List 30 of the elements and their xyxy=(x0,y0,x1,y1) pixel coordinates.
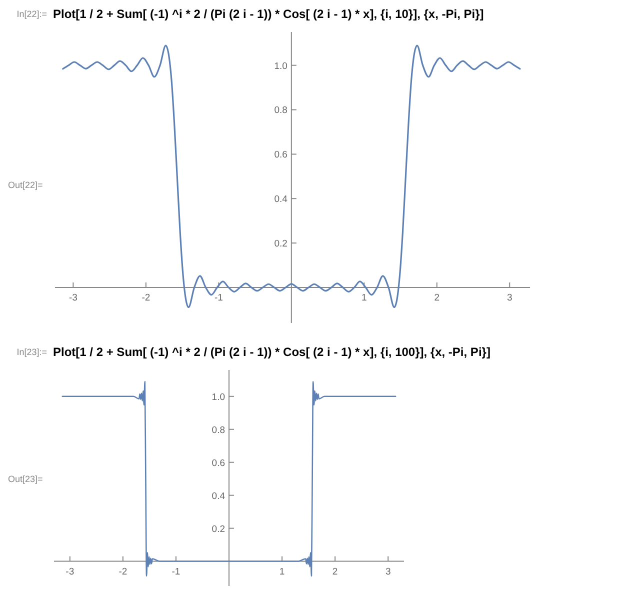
x-tick-label: -3 xyxy=(66,566,74,578)
y-tick-label: 1.0 xyxy=(212,392,225,403)
line-series xyxy=(62,381,396,577)
y-tick-label: 0.6 xyxy=(274,150,288,161)
x-tick-label: 1 xyxy=(279,566,285,578)
text: Out[22]= xyxy=(8,180,43,190)
text: Out[23]= xyxy=(8,474,43,484)
chart-title: Plot[1 / 2 + Sum[ (-1) ^i * 2 / (Pi (2 i - 1)) * Cos[ (2 i - 1) * x], {i, 100}], {x, -Pi, Pi}] xyxy=(53,345,490,359)
y-tick-label: 1.0 xyxy=(274,60,288,72)
x-tick-label: 3 xyxy=(506,292,512,304)
x-tick-label: -2 xyxy=(142,292,150,304)
line-series xyxy=(62,44,521,308)
y-tick-label: 0.2 xyxy=(212,524,225,535)
x-tick-label: -1 xyxy=(214,292,223,304)
x-tick-label: -3 xyxy=(68,292,78,304)
chart-title: Plot[1 / 2 + Sum[ (-1) ^i * 2 / (Pi (2 i - 1)) * Cos[ (2 i - 1) * x], {i, 10}], {x, -Pi, Pi}] xyxy=(53,7,484,21)
x-tick-label: 3 xyxy=(385,566,391,578)
y-tick-label: 0.8 xyxy=(212,424,225,436)
x-tick-label: 1 xyxy=(362,292,367,304)
x-tick-label: 2 xyxy=(332,566,338,578)
x-tick-label: -1 xyxy=(172,566,180,578)
x-tick-label: -2 xyxy=(118,566,128,578)
y-tick-label: 0.2 xyxy=(274,238,288,250)
y-tick-label: 0.4 xyxy=(274,194,288,206)
text: In[23]:= xyxy=(16,347,47,357)
y-tick-label: 0.8 xyxy=(274,105,288,116)
y-tick-label: 0.6 xyxy=(212,458,225,469)
y-tick-label: 0.4 xyxy=(212,490,225,502)
text: In[22]:= xyxy=(16,9,47,19)
x-tick-label: 2 xyxy=(434,292,440,304)
